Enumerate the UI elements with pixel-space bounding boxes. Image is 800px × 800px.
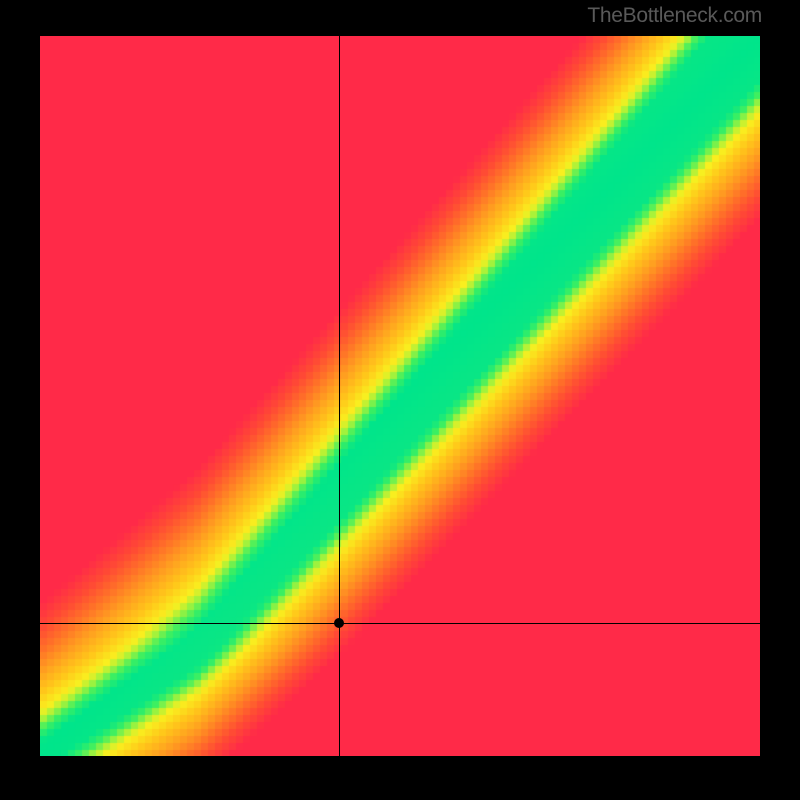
crosshair-horizontal [40,623,760,624]
heatmap-plot [40,36,760,756]
data-point-marker [334,618,344,628]
heatmap-canvas [40,36,760,756]
watermark-text: TheBottleneck.com [587,4,762,28]
crosshair-vertical [339,36,340,756]
